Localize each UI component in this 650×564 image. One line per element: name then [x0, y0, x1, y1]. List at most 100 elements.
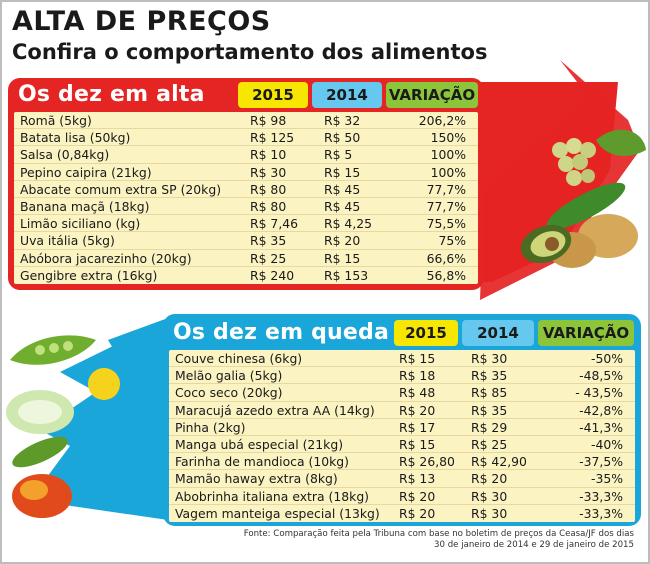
cucumber-icon — [546, 182, 626, 230]
col-header-2014: 2014 — [462, 320, 534, 346]
price-2014-cell: R$ 30 — [471, 351, 508, 366]
table-row: Limão siciliano (kg) R$ 7,46 R$ 4,25 75,5% — [14, 215, 478, 233]
price-2014-cell: R$ 45 — [324, 181, 361, 197]
table-row: Pepino caipira (21kg) R$ 30 R$ 15 100% — [14, 164, 478, 181]
item-name-cell: Abóbora jacarezinho (20kg) — [20, 250, 192, 266]
price-2014-cell: R$ 15 — [324, 250, 361, 266]
price-2014-cell: R$ 42,90 — [471, 454, 527, 470]
price-2014-cell: R$ 20 — [324, 233, 361, 249]
col-header-2015: 2015 — [238, 82, 308, 108]
variation-cell: -33,3% — [579, 505, 623, 521]
price-2014-cell: R$ 35 — [471, 368, 508, 384]
variation-cell: 206,2% — [418, 113, 466, 128]
table-row: Abóbora jacarezinho (20kg) R$ 25 R$ 15 66,6… — [14, 250, 478, 267]
price-2015-cell: R$ 13 — [399, 471, 436, 487]
price-2014-cell: R$ 32 — [324, 113, 361, 128]
variation-cell: 150% — [430, 130, 466, 146]
variation-cell: 56,8% — [426, 267, 466, 283]
price-2015-cell: R$ 80 — [250, 199, 287, 214]
price-2014-cell: R$ 45 — [324, 199, 361, 214]
table-row: Banana maçã (18kg) R$ 80 R$ 45 77,7% — [14, 198, 478, 216]
source-line-2: 30 de janeiro de 2014 e 29 de janeiro de… — [434, 540, 634, 550]
table-row: Mamão haway extra (8kg) R$ 13 R$ 20 -35% — [169, 470, 635, 488]
falling-table-body: Couve chinesa (6kg) R$ 15 R$ 30 -50% Melão g… — [169, 350, 635, 522]
item-name-cell: Romã (5kg) — [20, 113, 92, 128]
blue-down-arrow — [30, 318, 170, 520]
price-2015-cell: R$ 80 — [250, 181, 287, 197]
price-2014-cell: R$ 25 — [471, 437, 508, 452]
table-row: Coco seco (20kg) R$ 48 R$ 85 - 43,5% — [169, 384, 635, 402]
item-name-cell: Limão siciliano (kg) — [20, 216, 141, 232]
table-row: Abacate comum extra SP (20kg) R$ 80 R$ 45 7… — [14, 181, 478, 198]
table-row: Vagem manteiga especial (13kg) R$ 20 R$ 30… — [169, 505, 635, 522]
item-name-cell: Gengibre extra (16kg) — [20, 267, 158, 283]
variation-cell: -41,3% — [579, 419, 623, 435]
table-row: Maracujá azedo extra AA (14kg) R$ 20 R$ 35… — [169, 402, 635, 419]
price-2014-cell: R$ 5 — [324, 147, 353, 163]
variation-cell: 77,7% — [426, 199, 466, 214]
red-arrow-tail — [480, 60, 640, 300]
rising-prices-panel: Os dez em alta 2015 2014 VARIAÇÃO Romã (… — [8, 78, 484, 290]
variation-cell: -42,8% — [579, 402, 623, 418]
price-2015-cell: R$ 15 — [399, 351, 436, 366]
item-name-cell: Uva itália (5kg) — [20, 233, 115, 249]
item-name-cell: Salsa (0,84kg) — [20, 147, 110, 163]
price-2014-cell: R$ 35 — [471, 402, 508, 418]
price-2015-cell: R$ 98 — [250, 113, 287, 128]
item-name-cell: Manga ubá especial (21kg) — [175, 437, 344, 452]
table-row: Romã (5kg) R$ 98 R$ 32 206,2% — [14, 112, 478, 130]
falling-panel-title: Os dez em queda — [173, 320, 390, 345]
table-row: Abobrinha italiana extra (18kg) R$ 20 R$ 3… — [169, 488, 635, 505]
price-2015-cell: R$ 26,80 — [399, 454, 455, 470]
variation-cell: 66,6% — [426, 250, 466, 266]
item-name-cell: Couve chinesa (6kg) — [175, 351, 303, 366]
col-header-2014: 2014 — [312, 82, 382, 108]
table-row: Manga ubá especial (21kg) R$ 15 R$ 25 -40% — [169, 436, 635, 454]
source-note: Fonte: Comparação feita pela Tribuna com… — [244, 529, 634, 551]
variation-cell: 75,5% — [426, 216, 466, 232]
table-row: Pinha (2kg) R$ 17 R$ 29 -41,3% — [169, 419, 635, 436]
price-2015-cell: R$ 20 — [399, 505, 436, 521]
table-row: Couve chinesa (6kg) R$ 15 R$ 30 -50% — [169, 350, 635, 368]
item-name-cell: Melão galia (5kg) — [175, 368, 283, 384]
falling-prices-panel: Os dez em queda 2015 2014 VARIAÇÃO Couve… — [163, 314, 641, 526]
table-row: Farinha de mandioca (10kg) R$ 26,80 R$ 42,… — [169, 453, 635, 471]
col-header-variation: VARIAÇÃO — [386, 82, 478, 108]
variation-cell: -37,5% — [579, 454, 623, 470]
variation-cell: -48,5% — [579, 368, 623, 384]
price-2015-cell: R$ 20 — [399, 402, 436, 418]
variation-cell: -35% — [590, 471, 623, 487]
price-2015-cell: R$ 48 — [399, 385, 436, 401]
item-name-cell: Abacate comum extra SP (20kg) — [20, 181, 222, 197]
zucchini-icon — [12, 436, 68, 468]
lemon-icon — [88, 368, 120, 400]
price-2015-cell: R$ 125 — [250, 130, 295, 146]
price-2015-cell: R$ 25 — [250, 250, 287, 266]
rising-table-body: Romã (5kg) R$ 98 R$ 32 206,2% Batata lisa (5… — [14, 112, 478, 284]
table-row: Gengibre extra (16kg) R$ 240 R$ 153 56,8% — [14, 267, 478, 284]
table-row: Batata lisa (50kg) R$ 125 R$ 50 150% — [14, 129, 478, 147]
price-2015-cell: R$ 15 — [399, 437, 436, 452]
rising-panel-title: Os dez em alta — [18, 82, 205, 107]
price-2014-cell: R$ 15 — [324, 164, 361, 180]
item-name-cell: Maracujá azedo extra AA (14kg) — [175, 402, 375, 418]
price-2014-cell: R$ 4,25 — [324, 216, 373, 232]
source-line-1: Fonte: Comparação feita pela Tribuna com… — [243, 529, 634, 539]
price-2014-cell: R$ 29 — [471, 419, 508, 435]
item-name-cell: Pepino caipira (21kg) — [20, 164, 152, 180]
price-2015-cell: R$ 240 — [250, 267, 295, 283]
item-name-cell: Vagem manteiga especial (13kg) — [175, 505, 380, 521]
price-2014-cell: R$ 20 — [471, 471, 508, 487]
headline: ALTA DE PREÇOS — [12, 6, 271, 37]
blue-arrow-2 — [108, 318, 168, 360]
table-row: Salsa (0,84kg) R$ 10 R$ 5 100% — [14, 146, 478, 164]
col-header-2015: 2015 — [394, 320, 458, 346]
variation-cell: 77,7% — [426, 181, 466, 197]
price-2015-cell: R$ 20 — [399, 488, 436, 504]
item-name-cell: Abobrinha italiana extra (18kg) — [175, 488, 370, 504]
item-name-cell: Farinha de mandioca (10kg) — [175, 454, 350, 470]
table-row: Melão galia (5kg) R$ 18 R$ 35 -48,5% — [169, 367, 635, 385]
item-name-cell: Coco seco (20kg) — [175, 385, 283, 401]
col-header-variation: VARIAÇÃO — [538, 320, 634, 346]
price-2015-cell: R$ 18 — [399, 368, 436, 384]
